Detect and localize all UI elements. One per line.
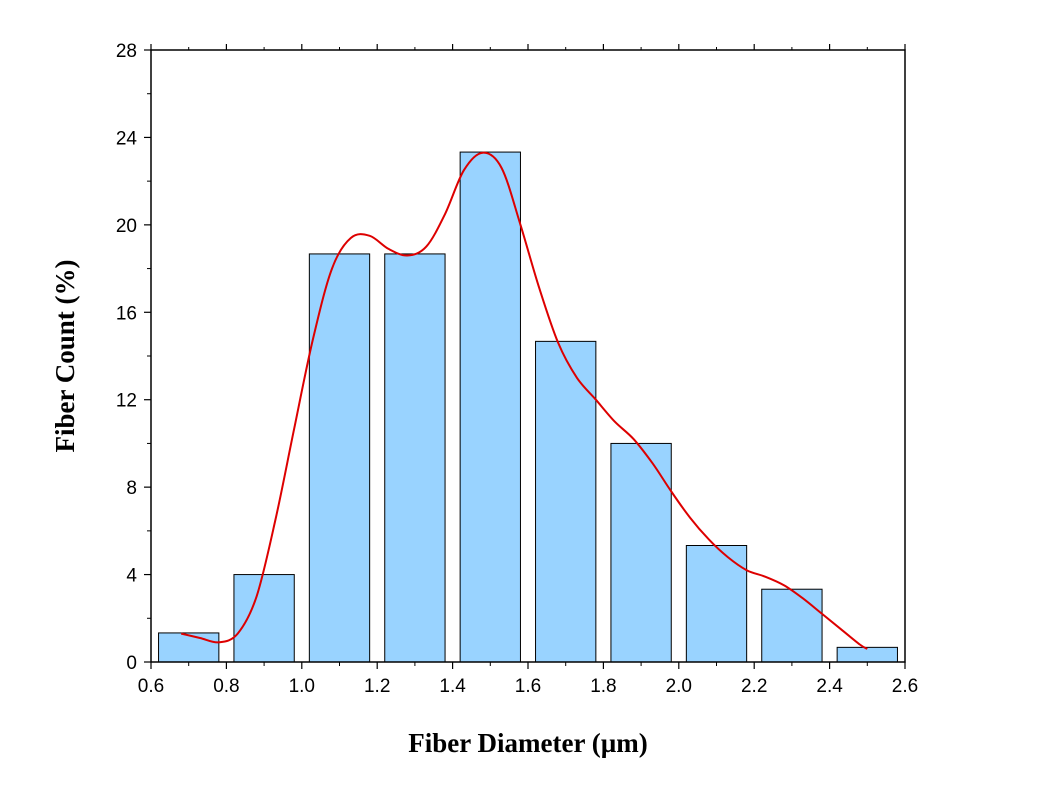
x-tick-label: 2.4 bbox=[816, 676, 843, 697]
bar-2 bbox=[308, 253, 371, 663]
y-tick-label: 0 bbox=[126, 653, 137, 674]
bar-4 bbox=[459, 151, 521, 663]
x-tick-label: 2.6 bbox=[892, 676, 918, 697]
bar-0 bbox=[158, 632, 220, 663]
x-tick-label: 1.2 bbox=[364, 676, 390, 697]
x-tick-label: 0.8 bbox=[213, 676, 239, 697]
y-tick-label: 8 bbox=[126, 478, 137, 499]
y-tick-label: 20 bbox=[116, 216, 137, 237]
bar-8 bbox=[761, 588, 823, 663]
x-tick-label: 0.6 bbox=[138, 676, 164, 697]
x-tick-label: 1.0 bbox=[289, 676, 315, 697]
y-tick-label: 28 bbox=[116, 41, 137, 62]
x-tick-label: 1.8 bbox=[590, 676, 616, 697]
fit-curve bbox=[180, 151, 868, 650]
y-tick-label: 4 bbox=[126, 566, 137, 587]
y-axis: 0 4 8 12 16 20 24 28 bbox=[116, 41, 151, 674]
bars-group bbox=[158, 151, 898, 663]
x-tick-label: 2.0 bbox=[666, 676, 692, 697]
bar-9 bbox=[836, 646, 898, 663]
x-tick-label: 1.4 bbox=[439, 676, 466, 697]
bar-5 bbox=[535, 340, 597, 663]
x-tick-label: 2.2 bbox=[741, 676, 767, 697]
y-axis-title: Fiber Count (%) bbox=[50, 260, 80, 453]
bar-3 bbox=[384, 253, 446, 663]
x-axis: 0.6 0.8 1.0 1.2 1.4 1.6 1.8 2.0 2.2 2.4 2.6 bbox=[138, 44, 918, 697]
bar-7 bbox=[685, 545, 748, 663]
y-tick-label: 16 bbox=[116, 303, 137, 324]
y-tick-label: 12 bbox=[116, 391, 137, 412]
x-axis-title: Fiber Diameter (µm) bbox=[408, 728, 647, 758]
bar-6 bbox=[610, 442, 672, 663]
bar-1 bbox=[233, 574, 295, 663]
y-tick-label: 24 bbox=[116, 128, 138, 149]
x-tick-label: 1.6 bbox=[515, 676, 541, 697]
